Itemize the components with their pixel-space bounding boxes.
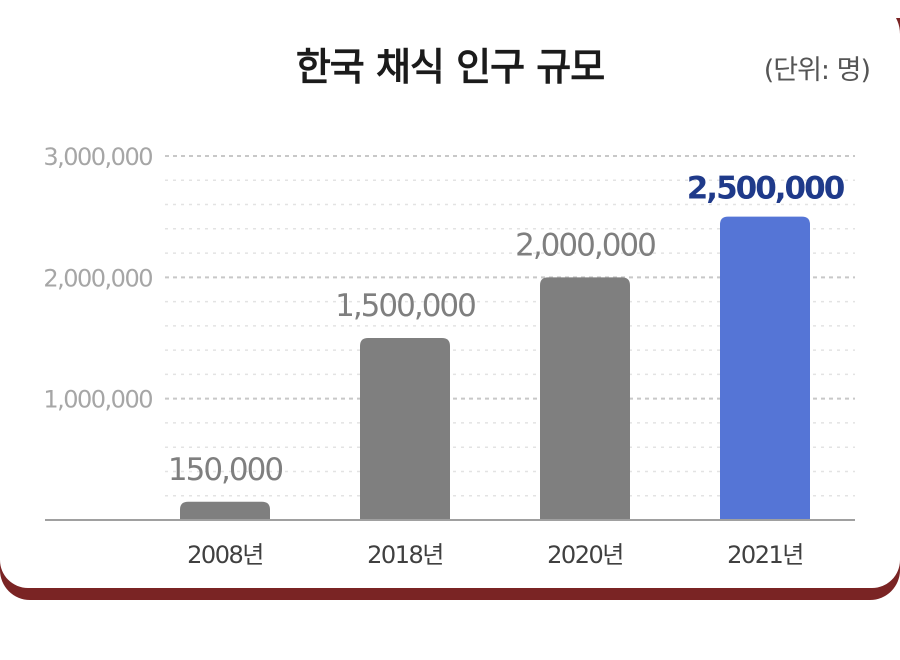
- bar-2020년: [540, 277, 630, 520]
- y-axis-ticks: 1,000,000 2,000,000 3,000,000: [43, 143, 153, 414]
- x-category-label: 2020년: [547, 541, 623, 569]
- value-label: 2,000,000: [515, 227, 655, 263]
- value-label: 1,500,000: [335, 288, 475, 324]
- x-axis-labels: 2008년 2018년 2020년 2021년: [187, 541, 804, 569]
- value-labels: 150,000 1,500,000 2,000,000 2,500,000: [168, 171, 847, 488]
- value-label: 150,000: [168, 452, 282, 488]
- x-category-label: 2021년: [727, 541, 803, 569]
- chart-title: 한국 채식 인구 규모: [295, 45, 605, 89]
- bar-2018년: [360, 338, 450, 520]
- x-category-label: 2008년: [187, 541, 263, 569]
- value-label: 2,500,000: [687, 171, 845, 207]
- grid-lines: [165, 155, 855, 497]
- y-tick-label: 2,000,000: [43, 264, 152, 292]
- bars: [180, 216, 810, 520]
- bar-2008년: [180, 501, 270, 520]
- y-tick-label: 3,000,000: [43, 143, 152, 171]
- y-tick-label: 1,000,000: [43, 386, 152, 414]
- x-category-label: 2018년: [367, 541, 443, 569]
- bar-2021년: [720, 216, 810, 520]
- unit-label: (단위: 명): [763, 55, 871, 86]
